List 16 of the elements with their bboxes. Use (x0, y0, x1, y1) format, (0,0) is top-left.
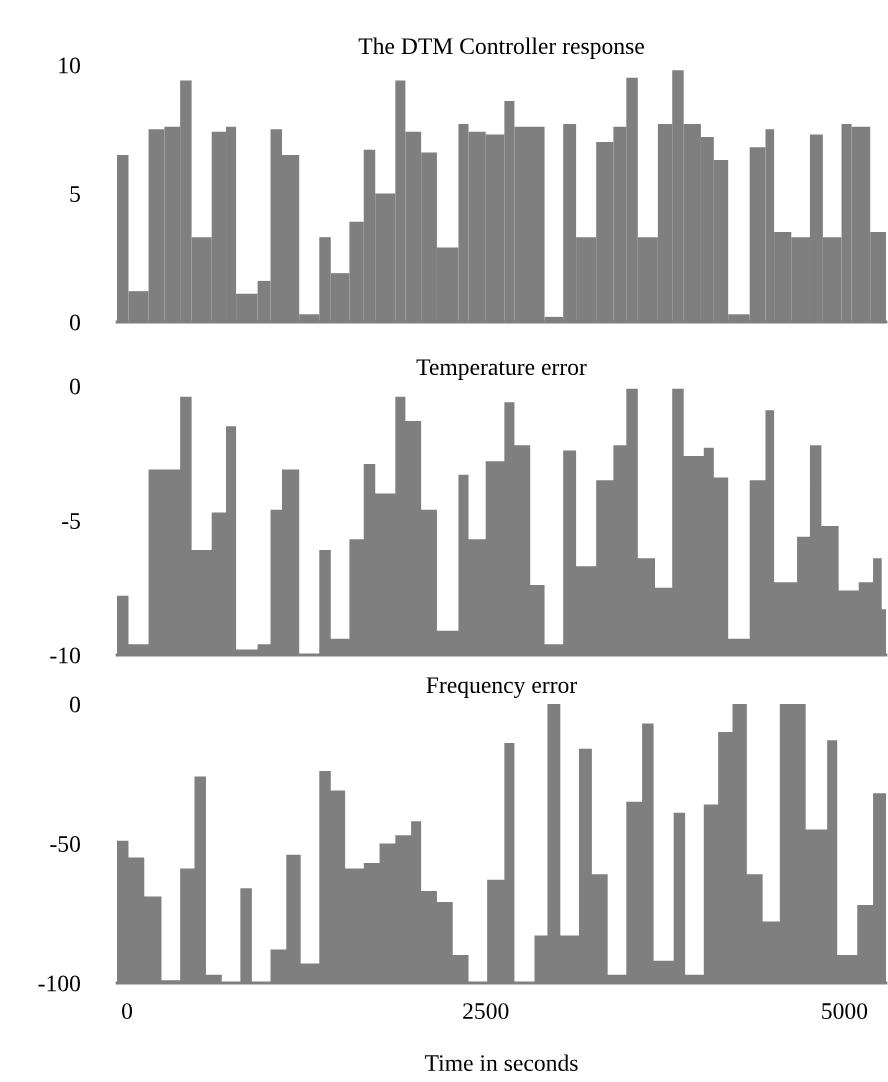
chart-title: The DTM Controller response (358, 37, 644, 59)
y-tick-label: 10 (59, 57, 80, 74)
y-tick-label: 0 (69, 696, 80, 713)
y-tick-label: 0 (69, 378, 80, 395)
y-tick-label: -5 (62, 513, 80, 529)
x-tick-label: 5000 (822, 1003, 868, 1020)
y-tick-label: -100 (38, 975, 80, 992)
y-tick-label: 0 (69, 314, 80, 331)
y-tick-label: -50 (50, 835, 80, 852)
chart-title: Frequency error (426, 677, 578, 698)
chart-title: Temperature error (416, 359, 587, 380)
x-tick-label: 2500 (463, 1003, 509, 1020)
y-tick-label: -10 (50, 647, 80, 664)
x-axis-title: Time in seconds (424, 1054, 578, 1072)
x-tick-label: 0 (122, 1003, 133, 1020)
y-tick-label: 5 (70, 186, 80, 202)
